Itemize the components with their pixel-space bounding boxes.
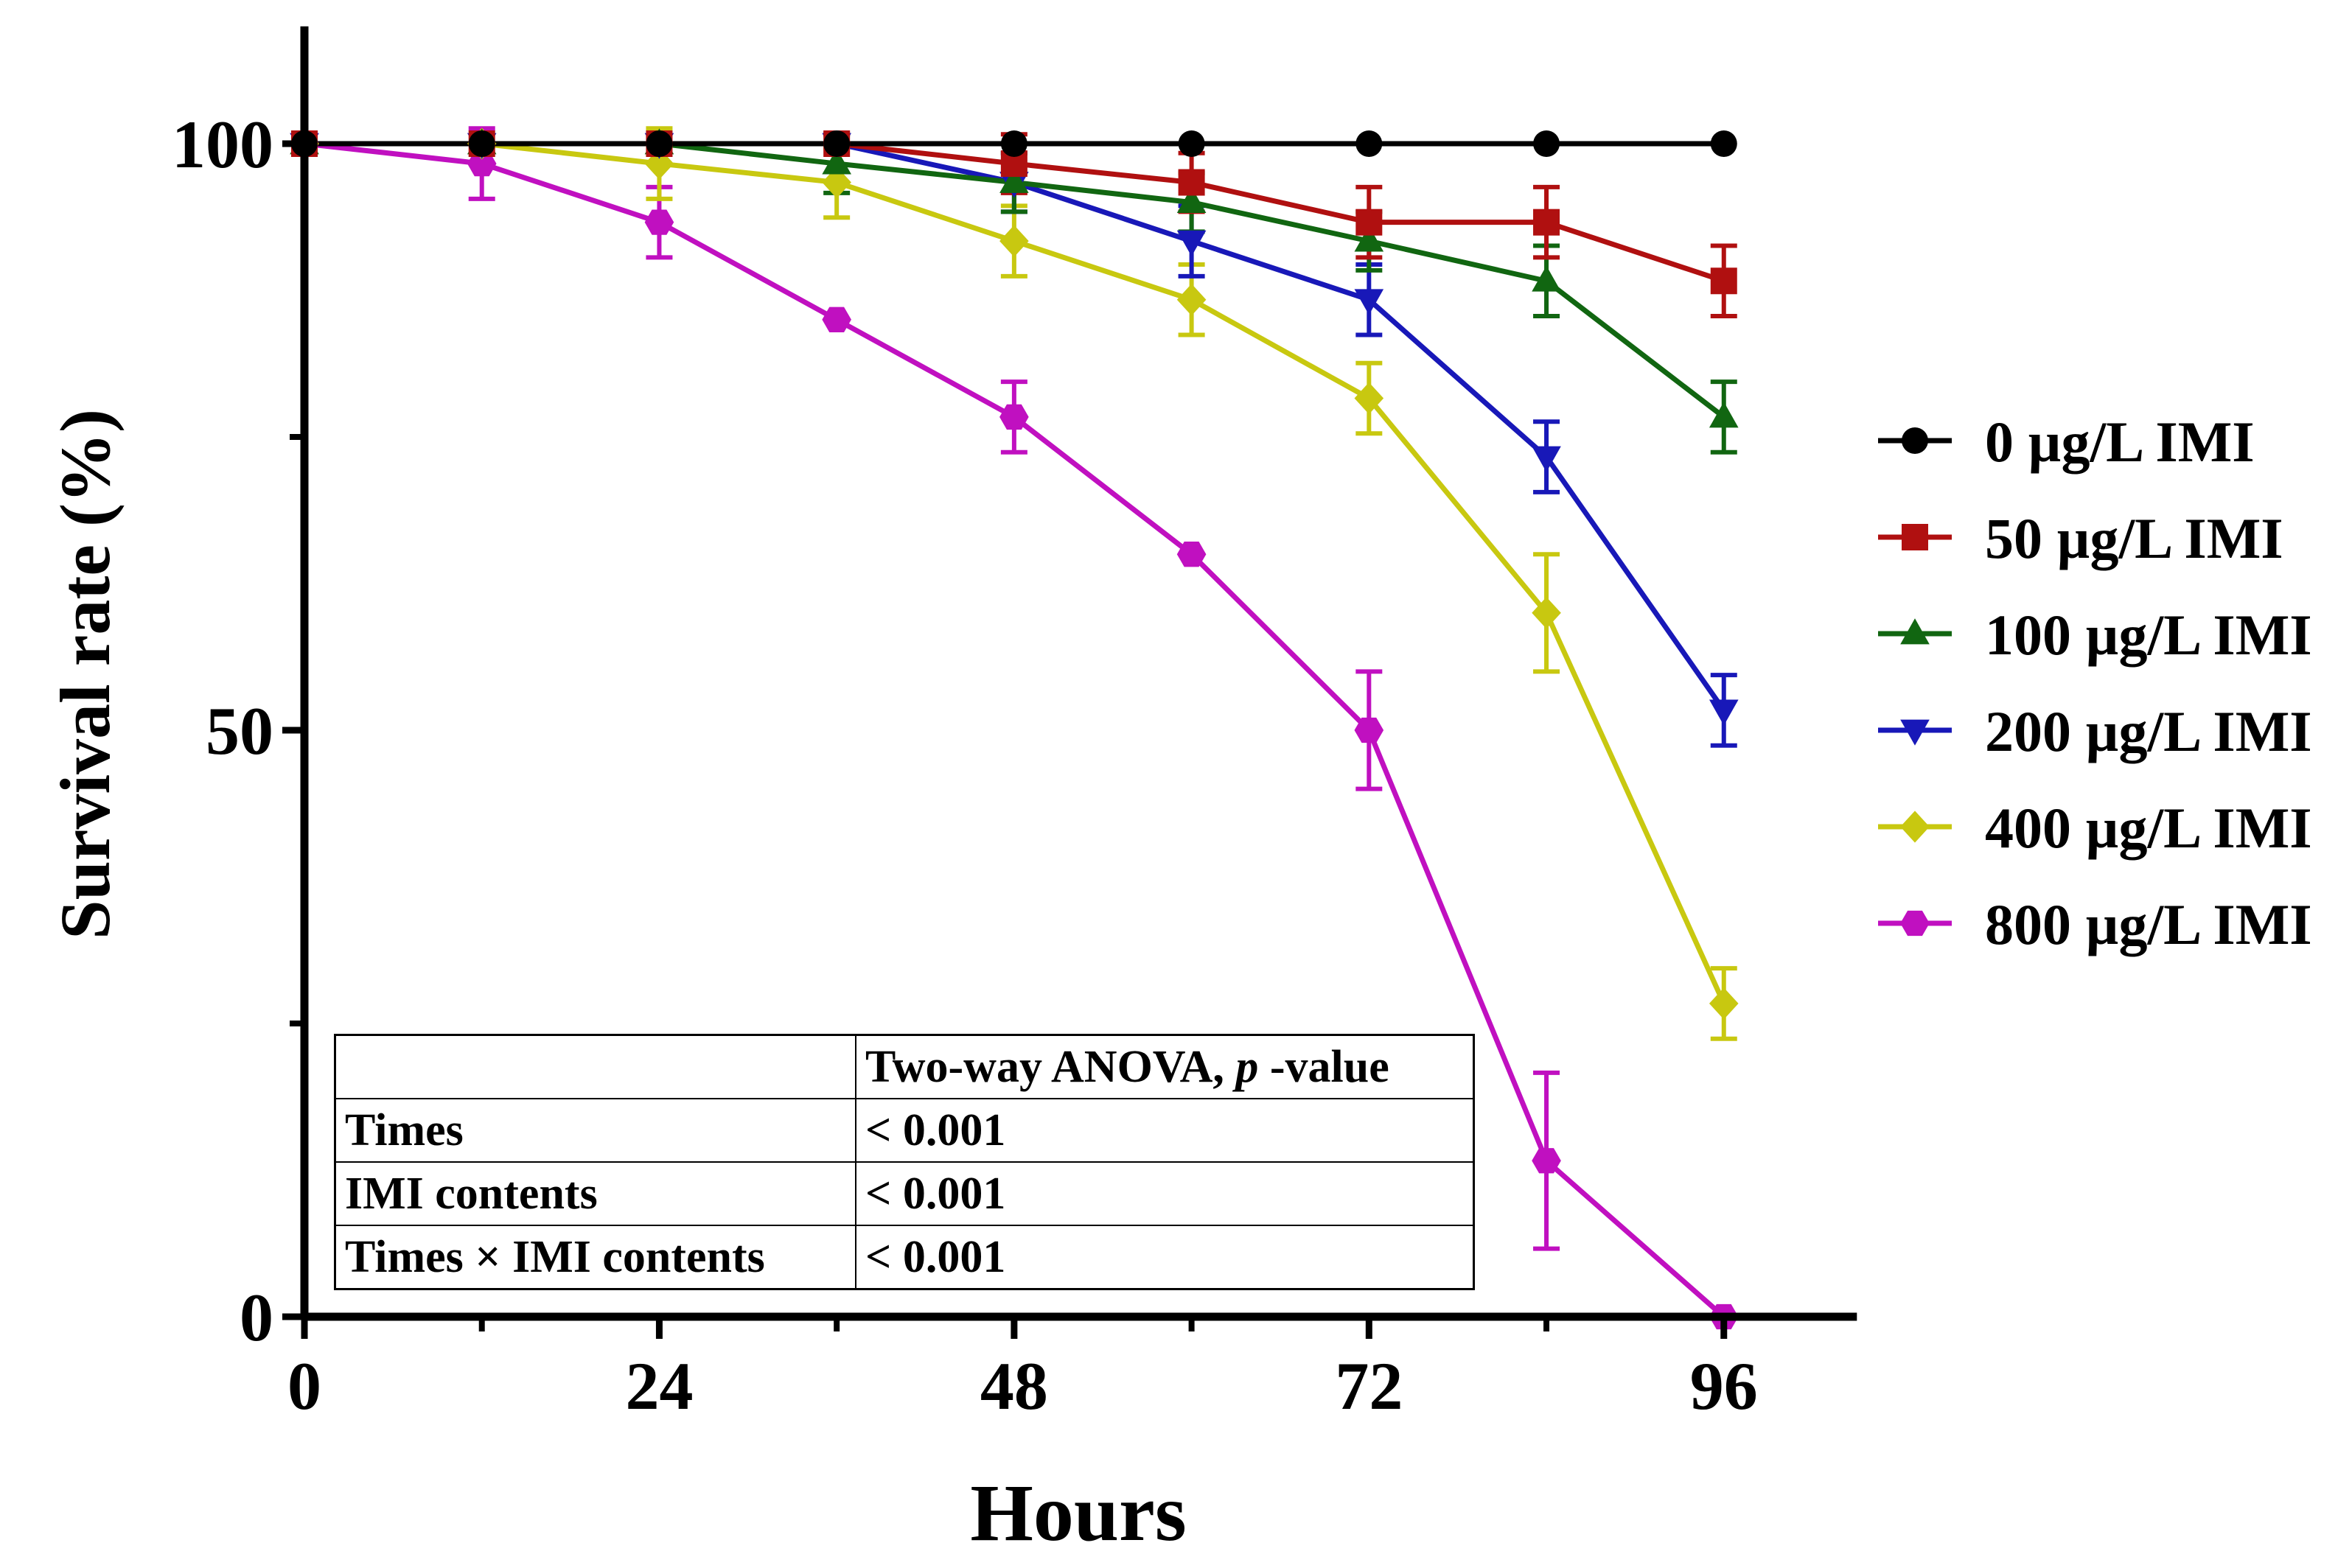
data-point <box>822 166 851 199</box>
anova-row-interaction: Times × IMI contents < 0.001 <box>334 1225 1475 1290</box>
legend-marker <box>1900 910 1930 937</box>
data-point <box>1176 284 1207 316</box>
anova-value: < 0.001 <box>855 1225 1475 1290</box>
data-point <box>1709 402 1739 428</box>
x-tick-label: 96 <box>1690 1348 1758 1424</box>
anova-factor: IMI contents <box>334 1161 856 1226</box>
legend-marker <box>1900 618 1930 645</box>
data-point <box>999 404 1029 430</box>
y-axis-label: Survival rate (%) <box>46 409 125 939</box>
y-tick-label: 0 <box>240 1280 273 1355</box>
legend-label: 100 µg/L IMI <box>1985 603 2312 667</box>
data-point <box>823 130 851 157</box>
axes: 0 24 48 72 96 0 50 100 <box>172 26 1857 1424</box>
legend-label: 400 µg/L IMI <box>1985 796 2312 860</box>
data-point <box>1533 209 1560 236</box>
anova-factor: Times × IMI contents <box>334 1225 856 1290</box>
anova-header-suffix: -value <box>1258 1042 1389 1092</box>
y-tick-label: 100 <box>172 107 273 182</box>
anova-row-imi-contents: IMI contents < 0.001 <box>334 1161 1475 1226</box>
x-tick-label: 48 <box>980 1348 1048 1424</box>
legend-marker <box>1902 524 1928 550</box>
anova-header-cell: Two-way ANOVA, p -value <box>855 1034 1475 1099</box>
data-point <box>1176 230 1207 256</box>
legend-label: 50 µg/L IMI <box>1985 506 2283 570</box>
data-point <box>1354 289 1384 315</box>
anova-header-empty <box>334 1034 856 1099</box>
data-point <box>644 209 674 235</box>
data-point <box>1176 542 1207 567</box>
legend-marker <box>1900 719 1930 746</box>
x-tick-label: 72 <box>1335 1348 1403 1424</box>
data-point <box>1709 699 1739 726</box>
data-point <box>1532 1148 1561 1174</box>
data-point <box>999 167 1029 193</box>
data-point <box>1532 446 1561 472</box>
anova-header-row: Two-way ANOVA, p -value <box>334 1034 1475 1099</box>
data-point <box>1354 717 1384 743</box>
anova-value: < 0.001 <box>855 1161 1475 1226</box>
anova-header-label: Two-way ANOVA, <box>865 1042 1236 1092</box>
data-point <box>999 225 1029 257</box>
data-point <box>646 130 673 157</box>
x-tick-label: 0 <box>287 1348 321 1424</box>
anova-header-p: p <box>1235 1042 1259 1092</box>
data-point <box>1355 130 1383 157</box>
anova-row-times: Times < 0.001 <box>334 1098 1475 1163</box>
x-tick-label: 24 <box>625 1348 693 1424</box>
data-point <box>1355 209 1383 236</box>
data-point <box>1710 267 1737 295</box>
legend-marker <box>1902 427 1928 454</box>
data-point <box>467 150 497 177</box>
data-point <box>822 307 851 332</box>
x-axis-label: Hours <box>970 1468 1186 1558</box>
data-point <box>1533 130 1560 157</box>
data-point <box>1178 130 1205 157</box>
data-point <box>822 148 851 175</box>
data-point <box>468 130 495 157</box>
data-point <box>1532 597 1561 629</box>
legend-marker <box>1900 811 1930 843</box>
data-point <box>1710 130 1737 157</box>
legend-label: 200 µg/L IMI <box>1985 699 2312 763</box>
data-point <box>1178 169 1205 196</box>
legend-label: 0 µg/L IMI <box>1985 410 2255 474</box>
y-tick-label: 50 <box>206 693 273 769</box>
data-point <box>1000 130 1027 157</box>
data-point <box>1354 225 1384 252</box>
anova-table: Two-way ANOVA, p -value Times < 0.001 IM… <box>334 1034 1475 1290</box>
data-point <box>1709 987 1739 1020</box>
data-point <box>1354 382 1384 415</box>
anova-value: < 0.001 <box>855 1098 1475 1163</box>
legend: 0 µg/L IMI 50 µg/L IMI 100 µg/L IMI 200 µg/… <box>1878 410 2312 956</box>
anova-factor: Times <box>334 1098 856 1163</box>
data-point <box>1176 186 1207 213</box>
legend-label: 800 µg/L IMI <box>1985 892 2312 956</box>
data-point <box>1532 265 1561 292</box>
